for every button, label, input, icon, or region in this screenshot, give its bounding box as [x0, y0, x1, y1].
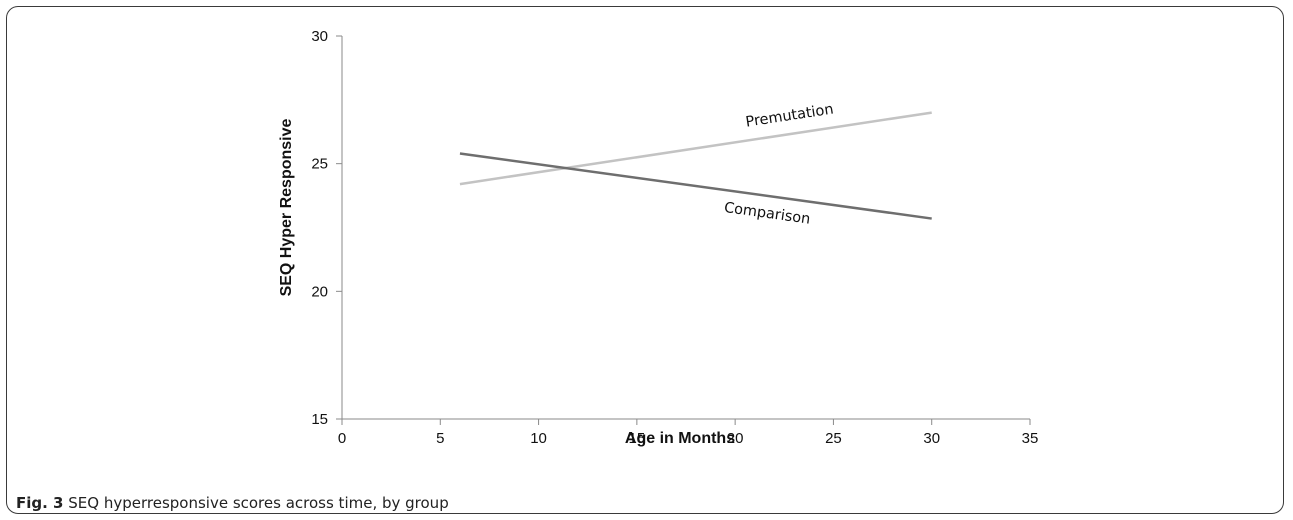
y-tick-label: 25 — [311, 156, 328, 173]
figure-number: Fig. 3 — [16, 494, 64, 512]
chart-axes: 15 20 25 30 0 5 10 15 20 25 30 35 — [311, 28, 1038, 447]
series-line-premutation — [459, 111, 932, 186]
y-tick-label: 30 — [311, 28, 328, 45]
x-tick-label: 25 — [825, 430, 842, 447]
series-line-comparison — [459, 152, 932, 220]
series-label-premutation: Premutation — [745, 102, 835, 131]
y-tick-label: 15 — [311, 411, 328, 428]
x-tick-label: 0 — [338, 430, 346, 447]
x-tick-label: 10 — [530, 430, 547, 447]
x-axis-title: Age in Months — [625, 430, 735, 447]
figure-caption: Fig. 3 SEQ hyperresponsive scores across… — [16, 494, 449, 512]
line-chart: 15 20 25 30 0 5 10 15 20 25 30 35 Premutation Compar… — [278, 28, 1038, 447]
series-labels: Premutation Comparison — [723, 102, 835, 228]
y-axis-title: SEQ Hyper Responsive — [278, 118, 295, 296]
series-lines — [459, 111, 932, 220]
figure-caption-text: SEQ hyperresponsive scores across time, … — [68, 494, 449, 512]
series-label-comparison: Comparison — [723, 200, 811, 228]
figure-frame — [6, 6, 1284, 514]
x-tick-label: 35 — [1022, 430, 1039, 447]
x-tick-label: 15 — [629, 430, 646, 447]
x-tick-label: 30 — [923, 430, 940, 447]
y-tick-label: 20 — [311, 283, 328, 300]
x-tick-label: 20 — [727, 430, 744, 447]
x-tick-label: 5 — [436, 430, 444, 447]
